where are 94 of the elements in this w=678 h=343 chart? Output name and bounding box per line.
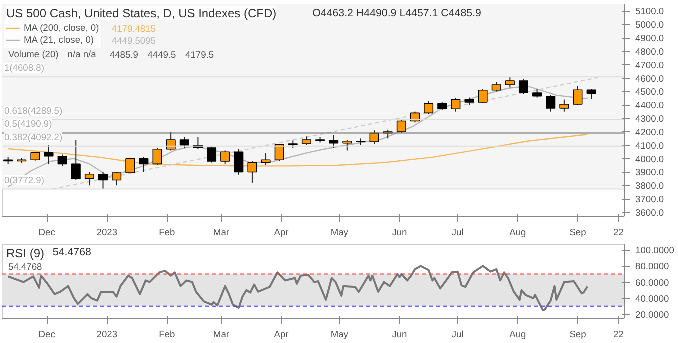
candlestick [220, 150, 230, 165]
candlestick [180, 136, 190, 149]
candlestick [451, 98, 461, 112]
ref-line-label: 0.382(4092.2) [4, 132, 63, 142]
x-tick-label: May [330, 330, 349, 340]
candlestick [71, 140, 81, 181]
y-tick-label: 4000.0 [636, 154, 664, 164]
ref-line-label: 0.5(4190.9) [4, 119, 52, 130]
candlestick [207, 146, 217, 164]
annotation: O4463.2 H4490.9 L4457.1 C4485.9 [312, 8, 482, 20]
y-tick-label: 5100.0 [636, 6, 664, 17]
x-tick-label: Feb [159, 330, 176, 340]
y-tick-label: 3700.0 [636, 194, 664, 205]
y-tick-label: 4300.0 [636, 114, 664, 124]
candlestick [518, 78, 528, 95]
y-tick-label: 4500.0 [636, 87, 664, 98]
y-tick-label: 4900.0 [636, 34, 664, 44]
chart-title: RSI (9) [6, 246, 45, 260]
x-tick-label: Jul [452, 228, 464, 238]
x-tick-label: 2023 [96, 228, 118, 238]
candlestick [98, 172, 108, 190]
candlestick [370, 130, 380, 145]
annotation: 4179.4815 [112, 24, 156, 34]
candlestick [546, 94, 556, 112]
annotation: 4449.5095 [112, 36, 156, 46]
candlestick [396, 120, 406, 134]
x-tick-label: Jun [392, 330, 408, 340]
candlestick [261, 152, 271, 166]
annotation: 54.4768 [8, 262, 42, 272]
x-tick-label: Sep [570, 228, 586, 238]
y-tick-label: 80.0000 [636, 262, 670, 272]
candlestick [342, 140, 352, 152]
candlestick [84, 172, 94, 186]
annotation: Volume (20) [8, 50, 59, 60]
x-tick-label: Sep [570, 330, 586, 340]
x-tick-label: May [330, 228, 349, 238]
annotation: n/a n/a [68, 50, 98, 60]
y-tick-label: 4400.0 [636, 100, 664, 111]
candlestick [126, 158, 136, 174]
candlestick [505, 76, 515, 88]
x-tick-label: Jun [392, 228, 408, 238]
x-tick-label: Mar [213, 228, 230, 238]
candlestick [112, 172, 122, 186]
candlestick [424, 100, 434, 116]
candlestick [274, 144, 284, 162]
x-tick-label: 22 [614, 228, 624, 238]
legend-label: MA (21, close, 0) [24, 34, 94, 46]
y-tick-label: 20.0000 [636, 310, 670, 320]
candlestick [248, 160, 258, 184]
y-tick-label: 4600.0 [636, 74, 664, 84]
y-tick-label: 4800.0 [636, 46, 664, 57]
annotation: 54.4768 [52, 246, 92, 258]
candlestick [573, 86, 583, 106]
x-tick-label: Jul [452, 330, 464, 340]
x-tick-label: Mar [213, 330, 230, 340]
y-tick-label: 100.0000 [636, 246, 674, 256]
candlestick [478, 88, 488, 104]
line-series [7, 265, 589, 312]
candlestick [492, 82, 502, 92]
legend-label: MA (200, close, 0) [24, 22, 100, 34]
ref-line-label: 0(3772.9) [4, 175, 44, 186]
y-tick-label: 5000.0 [636, 20, 664, 30]
candlestick [234, 148, 244, 176]
x-tick-label: Apr [274, 330, 289, 340]
annotation: 4449.5 [148, 50, 176, 60]
x-tick-label: 2023 [96, 330, 118, 340]
chart-title: US 500 Cash, United States, D, US Indexes (CFD) [6, 6, 277, 20]
y-tick-label: 4700.0 [636, 60, 664, 70]
x-tick-label: Feb [159, 228, 176, 238]
candlestick [166, 131, 176, 152]
y-tick-label: 4200.0 [636, 127, 664, 138]
x-tick-label: Apr [274, 228, 289, 238]
x-tick-label: Dec [38, 330, 56, 340]
y-tick-label: 3800.0 [636, 181, 664, 192]
candlestick [58, 154, 68, 167]
candlestick [586, 88, 596, 100]
x-tick-label: Aug [510, 330, 526, 340]
candlestick [139, 156, 149, 173]
x-tick-label: 22 [614, 330, 624, 340]
candlestick [560, 99, 570, 112]
ref-line-label: 0.618(4289.5) [4, 106, 63, 116]
annotation: 4179.5 [186, 50, 214, 60]
ref-line-label: 1(4608.8) [4, 63, 44, 74]
annotation: 4485.9 [110, 50, 138, 60]
y-tick-label: 40.0000 [636, 294, 670, 304]
y-tick-label: 60.0000 [636, 278, 670, 288]
y-tick-label: 3600.0 [636, 208, 664, 218]
x-tick-label: Aug [510, 228, 526, 238]
x-tick-label: Dec [38, 228, 56, 238]
y-tick-label: 3900.0 [636, 168, 664, 178]
candlestick [44, 144, 54, 165]
candlestick [152, 148, 162, 166]
y-tick-label: 4100.0 [636, 140, 664, 151]
candlestick [329, 134, 339, 149]
